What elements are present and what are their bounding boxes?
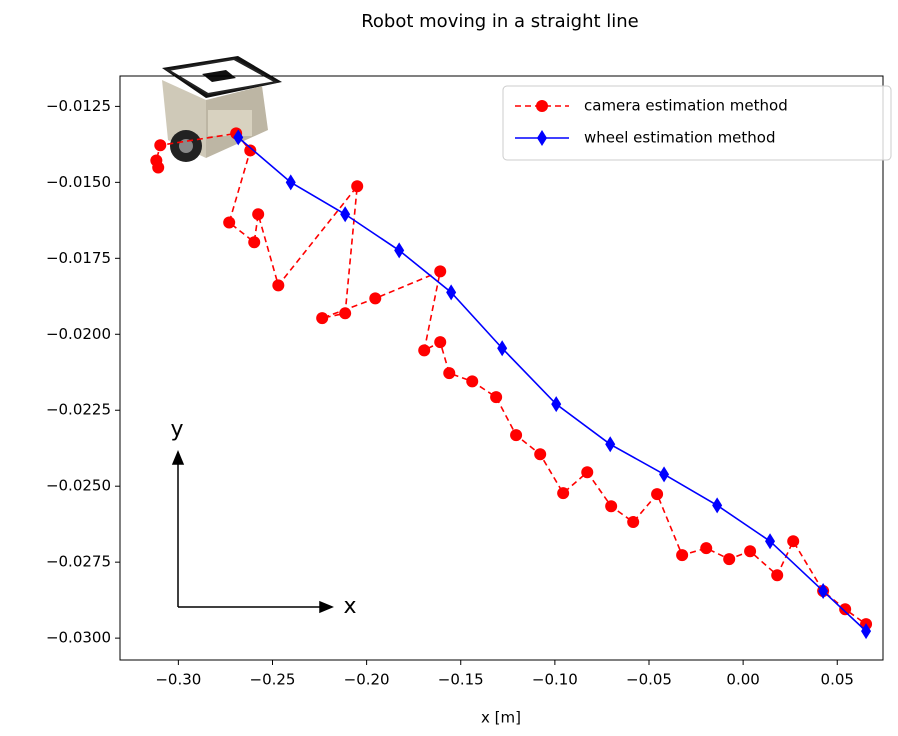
robot-image [162, 56, 282, 162]
legend-label: camera estimation method [584, 97, 788, 115]
marker [712, 497, 722, 513]
y-tick-label: −0.0275 [46, 553, 111, 571]
x-tick-label: −0.25 [250, 671, 296, 689]
marker [557, 487, 569, 499]
marker [627, 516, 639, 528]
y-tick-label: −0.0250 [46, 477, 111, 495]
marker [787, 535, 799, 547]
marker [394, 242, 404, 258]
marker [248, 236, 260, 248]
marker [154, 139, 166, 151]
marker [434, 265, 446, 277]
arrow-label: y [170, 417, 183, 442]
marker [771, 569, 783, 581]
x-axis-label: x [m] [481, 709, 521, 727]
marker [150, 154, 162, 166]
x-tick-label: −0.10 [532, 671, 578, 689]
marker [272, 279, 284, 291]
marker [536, 100, 548, 112]
legend-label: wheel estimation method [584, 129, 776, 147]
marker [369, 292, 381, 304]
series-line [238, 137, 866, 631]
arrow-label: x [343, 594, 356, 619]
x-tick-label: 0.05 [821, 671, 854, 689]
series-line [156, 133, 866, 624]
y-tick-label: −0.0150 [46, 173, 111, 191]
marker [818, 583, 828, 599]
x-tick-label: 0.00 [726, 671, 759, 689]
marker [651, 488, 663, 500]
marker [605, 500, 617, 512]
marker [551, 396, 561, 412]
marker [700, 542, 712, 554]
marker [223, 216, 235, 228]
marker [316, 312, 328, 324]
y-tick-label: −0.0175 [46, 249, 111, 267]
marker [339, 307, 351, 319]
axis-arrows [173, 452, 332, 612]
marker [351, 180, 363, 192]
marker [510, 429, 522, 441]
legend: camera estimation method wheel estimation… [503, 86, 891, 160]
x-tick-label: −0.05 [626, 671, 672, 689]
marker [443, 367, 455, 379]
marker [340, 206, 350, 222]
marker [466, 375, 478, 387]
marker [490, 391, 502, 403]
marker [434, 336, 446, 348]
marker [497, 340, 507, 356]
marker [765, 533, 775, 549]
marker [676, 549, 688, 561]
marker [286, 174, 296, 190]
marker [418, 344, 430, 356]
y-tick-label: −0.0300 [46, 629, 111, 647]
y-tick-label: −0.0225 [46, 401, 111, 419]
marker [744, 545, 756, 557]
chart: Robot moving in a straight line x [m] y … [0, 0, 898, 732]
chart-title: Robot moving in a straight line [361, 11, 639, 32]
x-tick-label: −0.30 [155, 671, 201, 689]
marker [252, 208, 264, 220]
marker [446, 284, 456, 300]
y-tick-label: −0.0125 [46, 97, 111, 115]
marker [723, 553, 735, 565]
x-tick-label: −0.15 [438, 671, 484, 689]
marker [581, 466, 593, 478]
marker [659, 466, 669, 482]
y-tick-label: −0.0200 [46, 325, 111, 343]
marker [605, 436, 615, 452]
marker [534, 448, 546, 460]
marker [839, 603, 851, 615]
plot-frame [120, 76, 883, 660]
x-tick-label: −0.20 [344, 671, 390, 689]
